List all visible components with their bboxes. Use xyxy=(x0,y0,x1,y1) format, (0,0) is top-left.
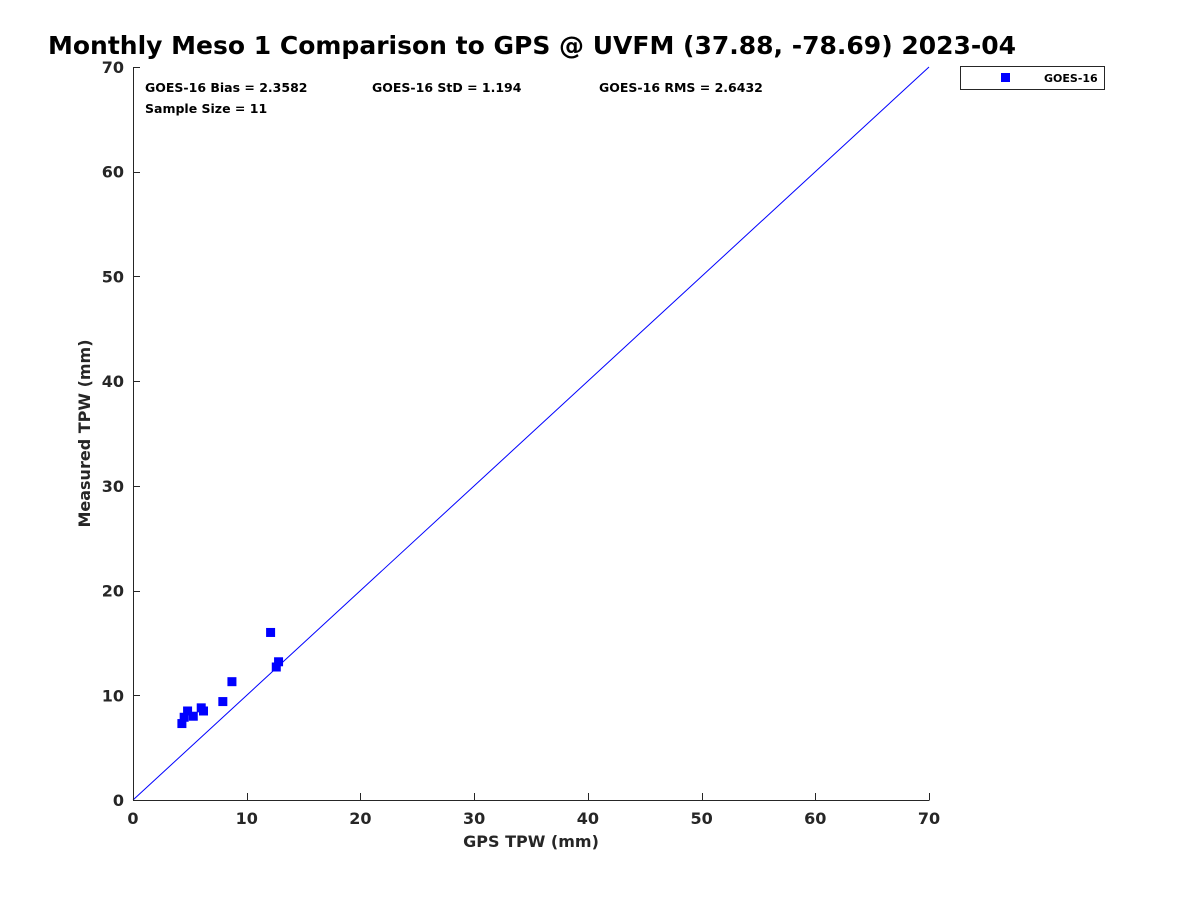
y-tick-label: 30 xyxy=(102,477,124,496)
x-tick-label: 60 xyxy=(804,809,826,828)
x-tick-label: 30 xyxy=(463,809,485,828)
y-tick-label: 50 xyxy=(102,267,124,286)
x-tick-label: 20 xyxy=(349,809,371,828)
plot-area xyxy=(132,66,930,801)
data-point xyxy=(183,706,193,716)
x-tick-label: 0 xyxy=(127,809,138,828)
axes: 0 10 20 30 40 50 60 70 0 10 20 30 40 50 60 70 xyxy=(102,58,940,828)
sample-size-annotation: Sample Size = 11 xyxy=(145,101,267,116)
legend-label: GOES-16 xyxy=(1044,72,1098,85)
data-point xyxy=(188,711,198,721)
y-tick-label: 0 xyxy=(113,791,124,810)
legend: GOES-16 xyxy=(960,66,1105,90)
y-tick-label: 60 xyxy=(102,163,124,182)
chart-title: Monthly Meso 1 Comparison to GPS @ UVFM … xyxy=(48,31,1016,60)
data-point xyxy=(179,712,189,722)
one-to-one-line xyxy=(132,66,930,801)
stats-annotations: GOES-16 Bias = 2.3582 GOES-16 StD = 1.19… xyxy=(145,80,763,116)
data-point xyxy=(177,719,187,729)
data-point xyxy=(218,697,228,707)
legend-box xyxy=(960,66,1105,90)
x-tick-label: 10 xyxy=(236,809,258,828)
y-tick-label: 10 xyxy=(102,686,124,705)
x-tick-label: 40 xyxy=(577,809,599,828)
data-point xyxy=(271,662,281,672)
y-tick-label: 70 xyxy=(102,58,124,77)
y-axis-label: Measured TPW (mm) xyxy=(75,339,94,527)
y-ticks: 0 10 20 30 40 50 60 70 xyxy=(102,58,140,810)
y-tick-label: 40 xyxy=(102,372,124,391)
data-point xyxy=(199,706,209,716)
x-axis-label: GPS TPW (mm) xyxy=(463,832,599,851)
bias-annotation: GOES-16 Bias = 2.3582 xyxy=(145,80,307,95)
x-tick-label: 50 xyxy=(690,809,712,828)
data-point xyxy=(266,627,276,637)
data-point xyxy=(274,657,284,667)
rms-annotation: GOES-16 RMS = 2.6432 xyxy=(599,80,763,95)
std-annotation: GOES-16 StD = 1.194 xyxy=(372,80,522,95)
y-tick-label: 20 xyxy=(102,582,124,601)
legend-marker-square-icon xyxy=(1001,73,1010,82)
data-markers xyxy=(177,627,284,729)
x-tick-label: 70 xyxy=(918,809,940,828)
data-point xyxy=(227,677,237,687)
x-ticks: 0 10 20 30 40 50 60 70 xyxy=(127,793,940,828)
